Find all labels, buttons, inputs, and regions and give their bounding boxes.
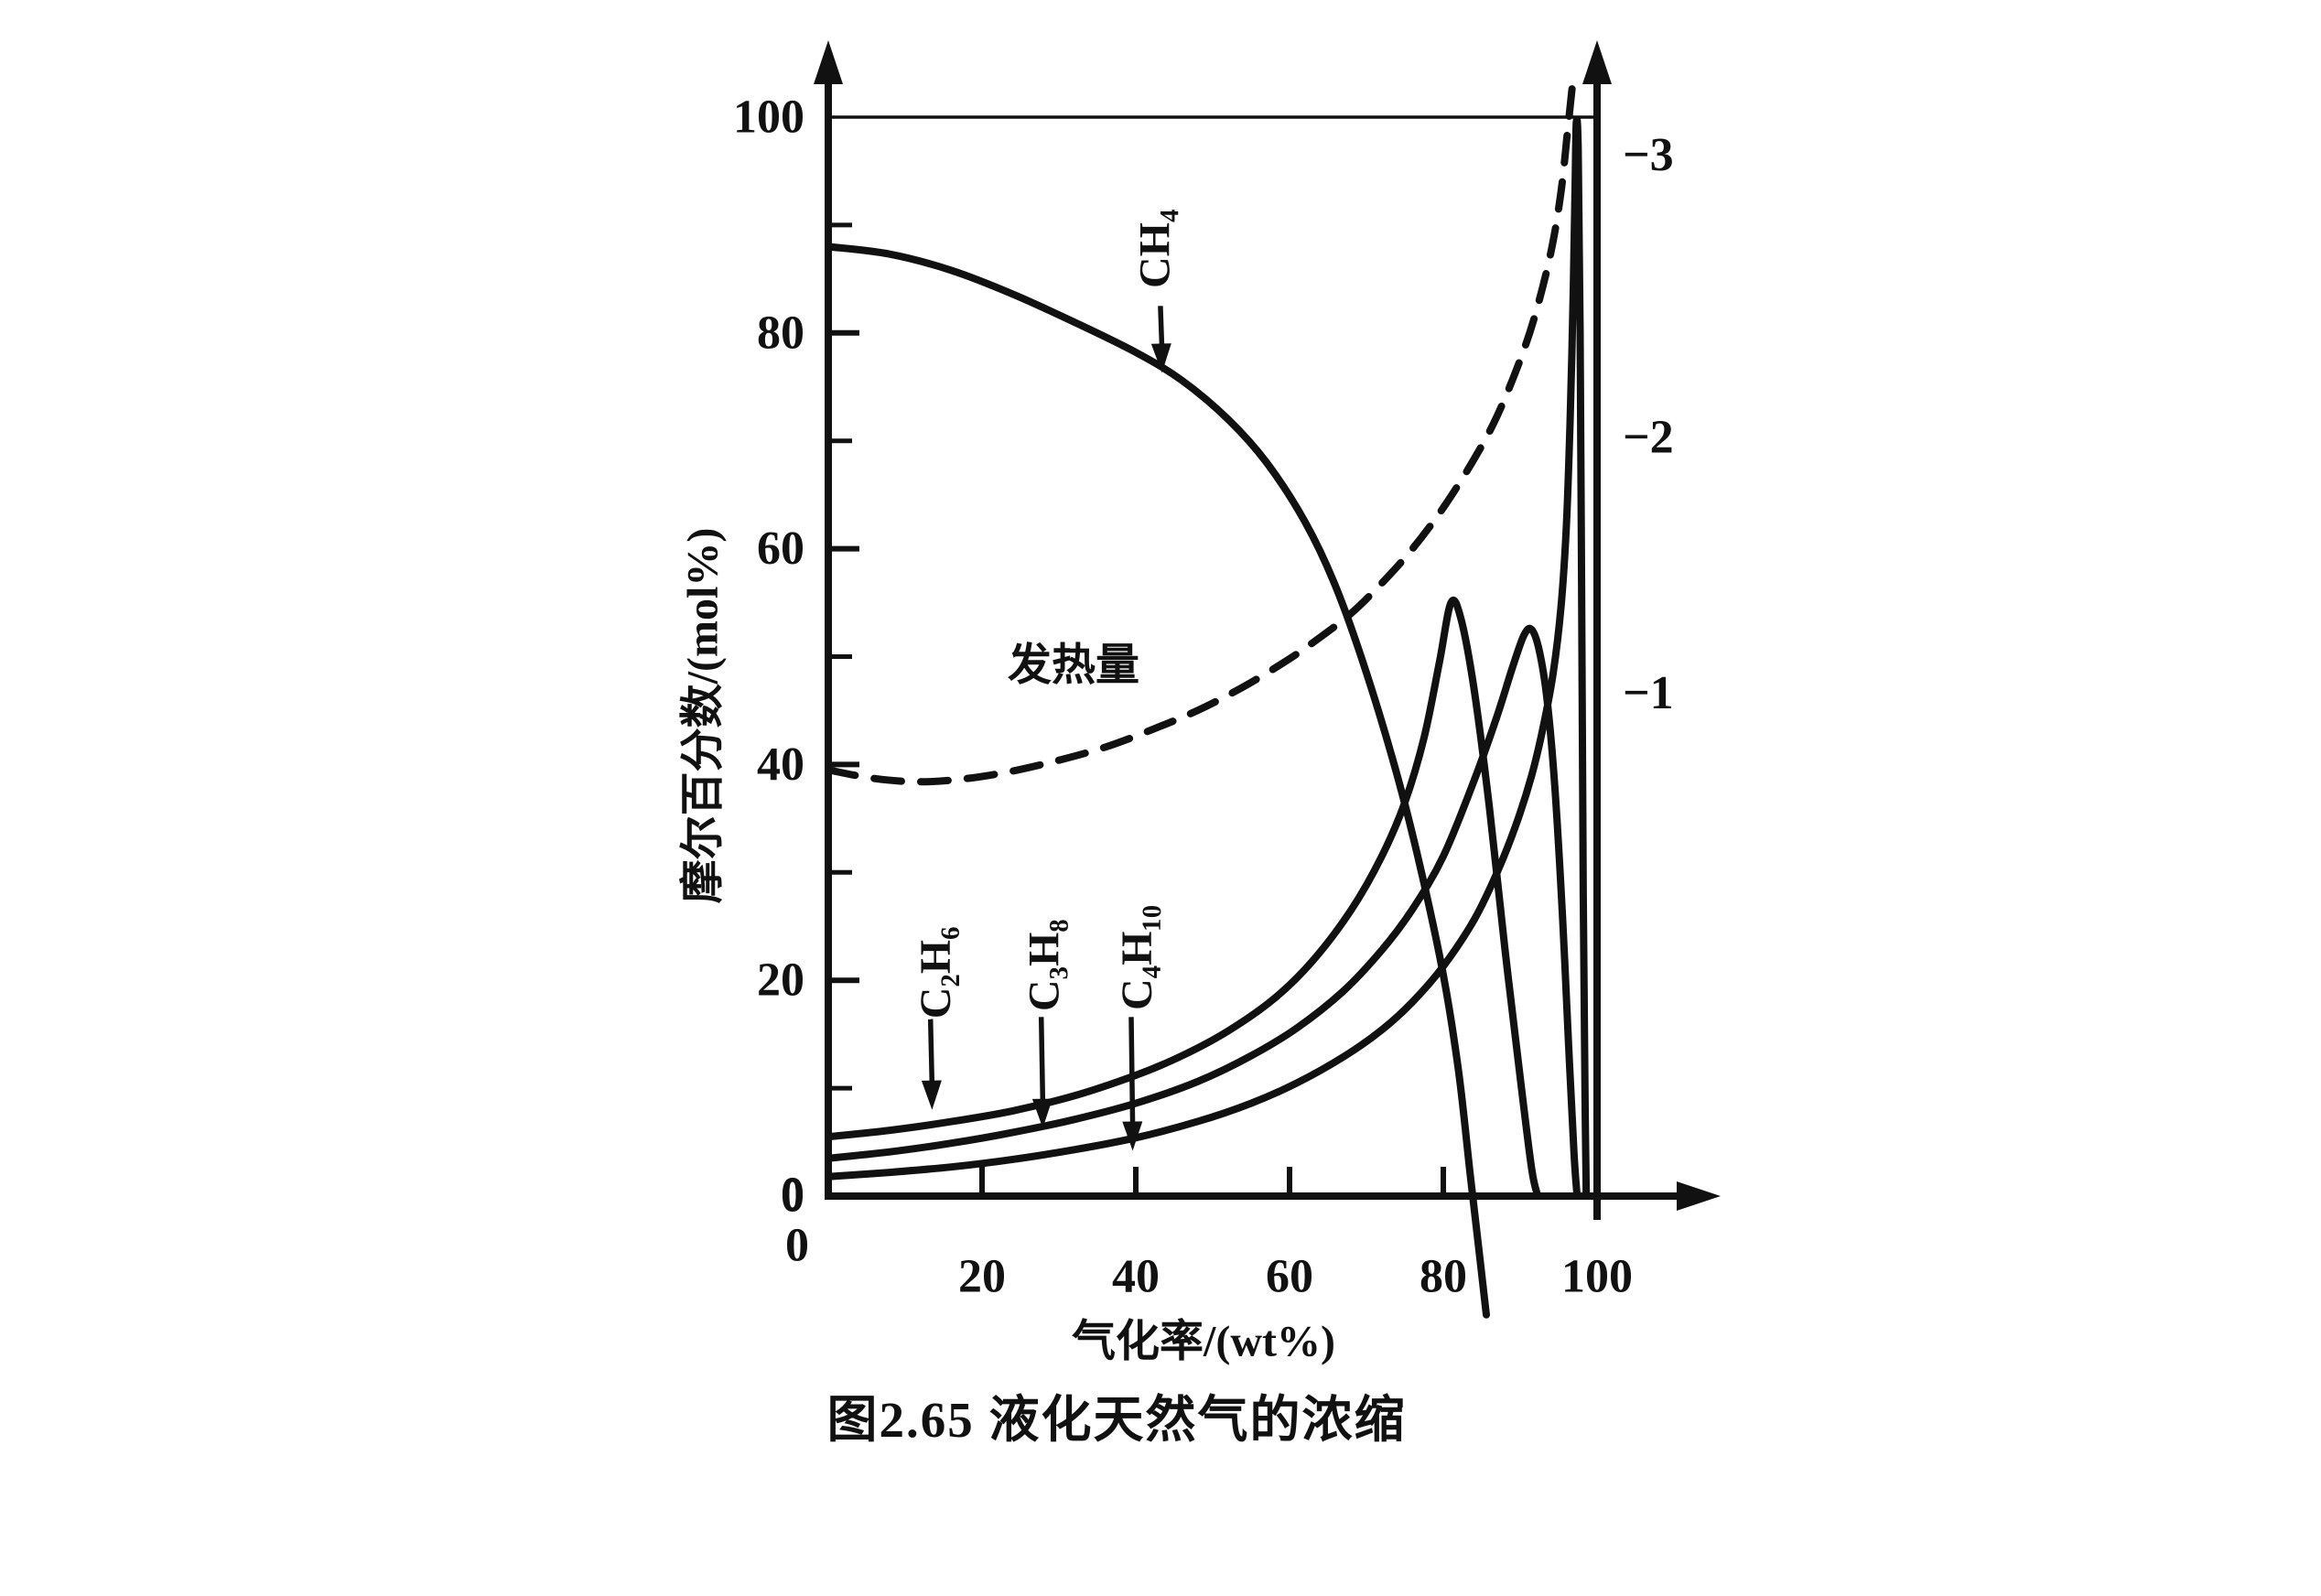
c3h8-label-arrow-line — [1038, 1017, 1046, 1105]
ch4-label-arrow-line — [1158, 306, 1165, 350]
series-c4h10-curve — [825, 115, 1591, 1200]
series-heating-value-curve — [825, 81, 1577, 786]
series-c3h8-curve — [825, 624, 1582, 1200]
figure-caption: 图2.65 液化天然气的浓缩 — [826, 1392, 1407, 1448]
x-tick-label: 100 — [1561, 1251, 1633, 1303]
ch4-label-arrowhead — [1150, 343, 1171, 373]
y-tick-label: 100 — [733, 92, 804, 144]
y-tick-label: 0 — [781, 1170, 804, 1223]
right-axis-tick-label: −2 — [1623, 412, 1674, 464]
c4h10-label: C₄H₁₀ — [1113, 905, 1161, 1010]
c2h6-label-arrow-line — [927, 1019, 935, 1086]
series-ch4-curve — [825, 243, 1490, 1319]
x-tick-label: 0 — [785, 1220, 809, 1272]
c3h8-label-arrowhead — [1031, 1098, 1053, 1128]
x-axis-arrowhead — [1677, 1181, 1721, 1211]
x-tick-label: 20 — [958, 1251, 1006, 1303]
y-origin-label: 0 — [781, 1169, 804, 1221]
c2h6-label-arrowhead — [921, 1080, 942, 1110]
series-c2h6-curve — [825, 596, 1542, 1200]
y-axis-arrowhead — [814, 40, 843, 84]
y-tick-label: 60 — [757, 523, 804, 575]
c2h6-label: C₂H₆ — [912, 927, 960, 1019]
x-tick-label: 60 — [1266, 1251, 1313, 1303]
x-tick-label: 80 — [1420, 1251, 1467, 1303]
right-axis-arrowhead — [1582, 40, 1612, 84]
y-tick-label: 40 — [757, 739, 804, 791]
ch4-label: CH₄ — [1131, 210, 1180, 288]
right-axis-tick-label: −3 — [1623, 129, 1674, 181]
right-axis-tick-label: −1 — [1623, 667, 1674, 719]
y-tick-label: 80 — [757, 307, 804, 359]
y-tick-label: 20 — [757, 954, 804, 1007]
heating-value-label: 发热量 — [1008, 641, 1139, 689]
c3h8-label: C₃H₈ — [1020, 919, 1069, 1011]
y-axis-title: 摩尔百分数/(mol%) — [679, 528, 728, 904]
x-tick-label: 40 — [1112, 1251, 1160, 1303]
c4h10-label-arrow-line — [1128, 1017, 1136, 1127]
x-axis-title: 气化率/(wt%) — [1072, 1318, 1335, 1366]
c4h10-label-arrowhead — [1122, 1121, 1143, 1151]
